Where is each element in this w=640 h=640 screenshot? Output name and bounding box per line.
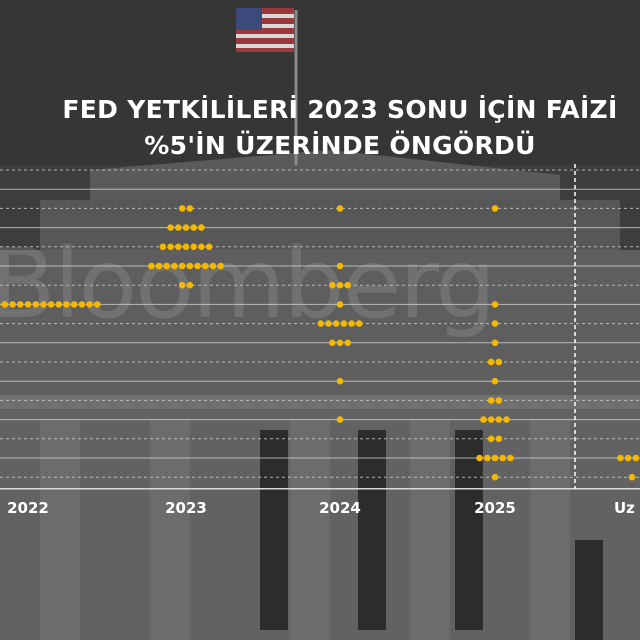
projection-dot (198, 224, 205, 231)
projection-dot (491, 473, 499, 481)
projection-dot (336, 205, 344, 212)
projection-dot (487, 397, 495, 404)
projection-dot (178, 262, 186, 270)
projection-dot (186, 205, 194, 212)
projection-dot (336, 301, 344, 308)
projection-dot (355, 320, 363, 327)
projection-dot (617, 454, 624, 462)
x-tick-label: Uz (614, 499, 635, 517)
projection-dot (495, 416, 503, 423)
projection-dot (336, 262, 344, 270)
projection-dot (182, 224, 190, 231)
projection-dot (507, 454, 514, 462)
projection-dot (495, 397, 503, 404)
projection-dot (317, 320, 325, 327)
projection-dot (495, 358, 503, 366)
projection-dot (40, 301, 47, 308)
chart-title: FED YETKİLİLERİ 2023 SONU İÇİN FAİZİ %5'… (0, 92, 640, 164)
projection-dot (24, 301, 32, 308)
flag-icon (236, 8, 294, 52)
projection-dot (175, 224, 182, 231)
projection-dot (344, 339, 352, 347)
projection-dot (632, 454, 640, 462)
projection-dot (348, 320, 355, 327)
projection-dot (171, 262, 178, 270)
projection-dot (491, 454, 499, 462)
projection-dot (476, 454, 483, 462)
projection-dot (178, 205, 186, 212)
projection-dot (70, 301, 78, 308)
projection-dot (186, 262, 194, 270)
projection-dot (484, 454, 491, 462)
projection-dot (491, 377, 499, 385)
projection-dot (336, 377, 344, 385)
projection-dot (325, 320, 332, 327)
projection-dot (487, 358, 495, 366)
chart-title-line1: FED YETKİLİLERİ 2023 SONU İÇİN FAİZİ (62, 95, 618, 124)
projection-dot (94, 301, 101, 308)
projection-dot (217, 262, 224, 270)
projection-dot (336, 416, 344, 423)
projection-dot (1, 301, 9, 308)
projection-dot (487, 416, 495, 423)
projection-dot (491, 205, 499, 212)
projection-dot (167, 243, 174, 251)
projection-dot (190, 224, 197, 231)
projection-dot (499, 454, 507, 462)
chart-title-line2: %5'İN ÜZERİNDE ÖNGÖRDÜ (144, 131, 536, 160)
projection-dot (175, 243, 182, 251)
x-tick-label: 2025 (474, 499, 516, 517)
projection-dot (159, 243, 167, 251)
projection-dot (47, 301, 55, 308)
projection-dot (32, 301, 39, 308)
projection-dot (480, 416, 487, 423)
projection-dot (491, 339, 499, 347)
projection-dot (495, 435, 503, 443)
projection-dot (336, 281, 344, 289)
projection-dot (332, 320, 340, 327)
projection-dot (628, 473, 636, 481)
projection-dot (491, 301, 499, 308)
projection-dot (0, 302, 1, 307)
projection-dot (55, 301, 63, 308)
projection-dot (329, 339, 336, 347)
projection-dot (186, 281, 194, 289)
projection-dot (205, 243, 213, 251)
x-tick-label: 2024 (319, 499, 361, 517)
projection-dot (9, 301, 16, 308)
x-tick-label: 2023 (165, 499, 207, 517)
projection-dot (198, 243, 205, 251)
projection-dot (148, 262, 155, 270)
projection-dot (336, 339, 344, 347)
projection-dot (503, 416, 510, 423)
projection-dot (63, 301, 70, 308)
x-tick-label: 2022 (7, 499, 49, 517)
projection-dot (86, 301, 93, 308)
projection-dot (17, 301, 24, 308)
projection-dot (178, 281, 186, 289)
projection-dot (194, 262, 201, 270)
projection-dot (344, 281, 352, 289)
projection-dot (340, 320, 348, 327)
projection-dot (78, 301, 86, 308)
projection-dot (190, 243, 197, 251)
projection-dot (201, 262, 209, 270)
projection-dot (209, 262, 217, 270)
projection-dot (624, 454, 632, 462)
projection-dot (155, 262, 163, 270)
projection-dot (167, 224, 174, 231)
projection-dot (163, 262, 171, 270)
projection-dot (487, 435, 495, 443)
projection-dot (491, 320, 499, 327)
projection-dot (182, 243, 190, 251)
projection-dot (329, 281, 336, 289)
